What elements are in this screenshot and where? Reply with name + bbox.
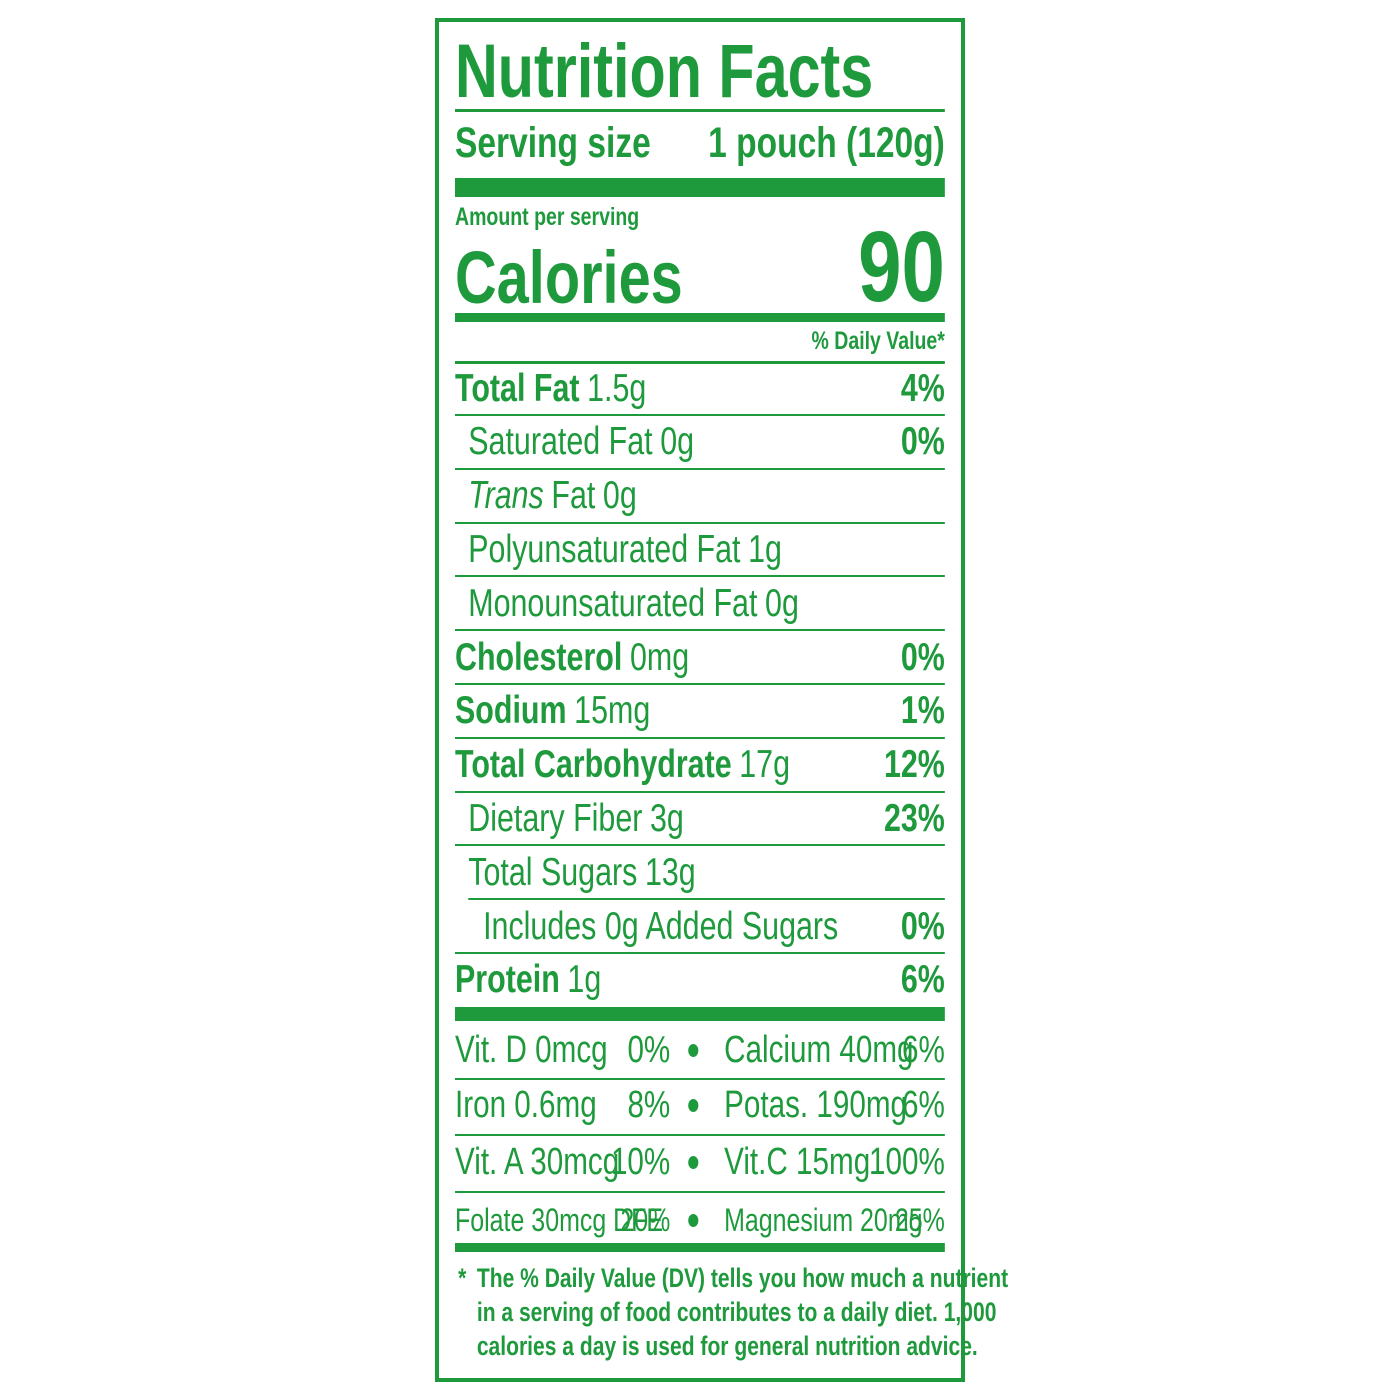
nutrition-label: Nutrition Facts Serving size 1 pouch (120g… (455, 0, 1008, 1400)
bullet (688, 1156, 699, 1169)
nutrient-name: Polyunsaturated Fat (468, 527, 741, 571)
nutrient-row: Cholesterol 0mg (455, 638, 689, 677)
nutrient-name: Sodium (455, 689, 567, 733)
rule (455, 1006, 945, 1021)
nutrient-name: Monounsaturated Fat (468, 581, 758, 625)
rule (455, 361, 945, 364)
footnote-line: in a serving of food contributes to a da… (476, 1296, 997, 1327)
bullet (688, 1099, 699, 1112)
footnote-line: calories a day is used for general nutri… (476, 1330, 978, 1361)
rule (455, 413, 945, 416)
nutrient-amount: 13g (644, 850, 696, 894)
rule (455, 178, 945, 197)
nutrient-amount: 0g (602, 474, 637, 518)
dv-header: % Daily Value* (811, 326, 945, 355)
nutrient-name: Total Carbohydrate (455, 743, 732, 787)
nutrient-dv: 0% (900, 420, 945, 464)
vitamin-name: Vit.C 15mg (724, 1141, 871, 1183)
nutrient-amount: 1g (567, 958, 602, 1002)
nutrient-amount: 0g (765, 581, 799, 625)
calories-label: Calories (455, 236, 683, 319)
vitamin-name: Vit. D 0mcg (455, 1029, 608, 1071)
rule (455, 682, 945, 685)
nutrient-row: Trans Fat 0g (468, 476, 637, 515)
nutrient-amount: 3g (649, 796, 684, 840)
nutrient-amount: 17g (739, 743, 790, 787)
vitamin-name: Folate 30mcg DFE (455, 1202, 664, 1238)
vitamin-dv: 20% (620, 1202, 671, 1238)
nutrient-name: Dietary Fiber (468, 796, 643, 840)
nutrient-row: Total Carbohydrate 17g (455, 745, 790, 784)
vitamin-name: Magnesium 20mg (724, 1202, 923, 1238)
rule (455, 467, 945, 470)
nutrient-dv: 12% (883, 743, 945, 787)
nutrient-amount: 1.5g (587, 366, 647, 410)
nutrient-dv: 6% (900, 958, 945, 1002)
rule (455, 951, 945, 954)
nutrient-name: Total Fat (455, 366, 580, 410)
nutrient-italic: Trans (468, 474, 544, 518)
bullet (688, 1214, 699, 1227)
vitamin-name: Iron 0.6mg (455, 1084, 597, 1126)
serving-value: 1 pouch (120g) (708, 118, 945, 167)
rule (455, 629, 945, 632)
vitamin-dv: 100% (869, 1141, 945, 1183)
nutrient-row: Monounsaturated Fat 0g (468, 584, 799, 623)
serving-label: Serving size (455, 118, 651, 167)
nutrient-dv: 23% (883, 796, 945, 840)
vitamin-name: Vit. A 30mcg (455, 1141, 620, 1183)
nutrient-row: Polyunsaturated Fat 1g (468, 530, 782, 569)
vitamin-dv: 8% (627, 1084, 671, 1126)
rule (455, 1191, 945, 1193)
nutrient-amount: 1g (748, 527, 782, 571)
vitamin-name: Potas. 190mg (724, 1084, 907, 1126)
nutrient-amount: 15mg (574, 689, 651, 733)
vitamin-dv: 10% (610, 1141, 671, 1183)
nutrient-dv: 0% (900, 904, 945, 948)
calories-value: 90 (858, 211, 945, 323)
footnote-line: The % Daily Value (DV) tells you how muc… (476, 1262, 1009, 1293)
vitamin-dv: 6% (902, 1084, 945, 1126)
vitamin-dv: 25% (894, 1202, 945, 1238)
rule (455, 313, 945, 322)
nutrient-dv: 0% (900, 635, 945, 679)
nutrient-row: Total Fat 1.5g (455, 369, 646, 408)
nutrient-row: Includes 0g Added Sugars (483, 907, 838, 946)
vitamin-name: Calcium 40mg (724, 1029, 914, 1071)
rule (455, 1243, 945, 1252)
nutrient-name: Cholesterol (455, 635, 623, 679)
bullet (688, 1044, 699, 1057)
rule (455, 736, 945, 739)
amount-per-serving: Amount per serving (455, 202, 640, 231)
nutrient-name: Saturated Fat (468, 420, 653, 464)
nutrient-row: Total Sugars 13g (468, 853, 695, 892)
rule (455, 844, 945, 847)
label-border (435, 18, 965, 1382)
vitamin-dv: 6% (902, 1029, 945, 1071)
rule (455, 790, 945, 793)
nutrient-row: Dietary Fiber 3g (468, 799, 684, 838)
nutrient-dv: 1% (900, 689, 945, 733)
nutrient-dv: 4% (900, 366, 945, 410)
nutrient-row: Saturated Fat 0g (468, 422, 694, 461)
footnote-marker: * (458, 1262, 467, 1293)
rule (455, 575, 945, 578)
nutrient-row: Sodium 15mg (455, 691, 650, 730)
title: Nutrition Facts (455, 29, 874, 114)
nutrient-name: Includes 0g Added Sugars (483, 904, 839, 948)
rule (455, 109, 945, 112)
rule (455, 1077, 945, 1080)
nutrient-row: Protein 1g (455, 960, 601, 999)
rule (455, 521, 945, 524)
nutrient-amount: 0g (660, 420, 695, 464)
rule (455, 1133, 945, 1136)
nutrient-amount: 0mg (629, 635, 690, 679)
vitamin-dv: 0% (627, 1029, 671, 1071)
nutrient-name: Fat (551, 474, 596, 518)
nutrient-name: Total Sugars (468, 850, 638, 894)
rule (468, 898, 945, 901)
nutrient-name: Protein (455, 958, 560, 1002)
